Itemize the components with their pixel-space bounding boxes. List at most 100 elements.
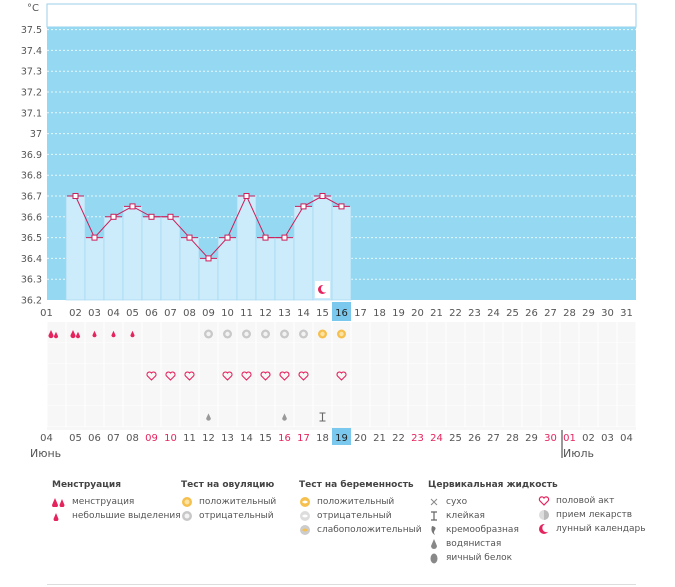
- temperature-bar[interactable]: [122, 206, 143, 301]
- day-label[interactable]: 04: [107, 308, 120, 319]
- day-label[interactable]: 02: [69, 308, 82, 319]
- temperature-point[interactable]: [129, 203, 136, 210]
- menstruation-light-icon[interactable]: [111, 330, 116, 338]
- temperature-point[interactable]: [262, 234, 269, 241]
- date-label[interactable]: 04: [620, 433, 633, 444]
- date-label[interactable]: 10: [164, 433, 177, 444]
- temperature-point[interactable]: [148, 213, 155, 220]
- date-label[interactable]: 19: [335, 433, 348, 444]
- date-label[interactable]: 12: [202, 433, 215, 444]
- menstruation-light-icon[interactable]: [92, 330, 97, 338]
- day-label[interactable]: 29: [582, 308, 595, 319]
- day-label[interactable]: 17: [354, 308, 367, 319]
- day-label[interactable]: 10: [221, 308, 234, 319]
- day-label[interactable]: 14: [297, 308, 310, 319]
- day-label[interactable]: 03: [88, 308, 101, 319]
- heart-icon[interactable]: [336, 371, 347, 381]
- menstruation-heavy-icon[interactable]: [53, 331, 59, 339]
- heart-icon[interactable]: [260, 371, 271, 381]
- date-label[interactable]: 03: [601, 433, 614, 444]
- watery-icon[interactable]: [282, 413, 287, 421]
- day-label[interactable]: 30: [601, 308, 614, 319]
- day-label[interactable]: 24: [487, 308, 500, 319]
- date-label[interactable]: 16: [278, 433, 291, 444]
- date-label[interactable]: 22: [392, 433, 405, 444]
- day-label[interactable]: 09: [202, 308, 215, 319]
- temperature-point[interactable]: [91, 234, 98, 241]
- day-label[interactable]: 27: [544, 308, 557, 319]
- sticky-icon[interactable]: [319, 412, 326, 422]
- day-label[interactable]: 26: [525, 308, 538, 319]
- temperature-point[interactable]: [319, 193, 326, 199]
- date-label[interactable]: 24: [430, 433, 443, 444]
- day-label[interactable]: 08: [183, 308, 196, 319]
- date-label[interactable]: 25: [449, 433, 462, 444]
- date-label[interactable]: 20: [354, 433, 367, 444]
- day-label[interactable]: 15: [316, 308, 329, 319]
- date-label[interactable]: 28: [506, 433, 519, 444]
- heart-icon[interactable]: [241, 371, 252, 381]
- temperature-bar[interactable]: [255, 237, 276, 301]
- date-label[interactable]: 04: [40, 433, 53, 444]
- temperature-bar[interactable]: [274, 237, 295, 301]
- date-label[interactable]: 17: [297, 433, 310, 444]
- date-label[interactable]: 18: [316, 433, 329, 444]
- temperature-point[interactable]: [186, 234, 193, 241]
- temperature-bar[interactable]: [103, 216, 124, 301]
- date-label[interactable]: 06: [88, 433, 101, 444]
- temperature-bar[interactable]: [84, 237, 105, 301]
- day-label[interactable]: 12: [259, 308, 272, 319]
- heart-icon[interactable]: [146, 371, 157, 381]
- temperature-bar[interactable]: [141, 216, 162, 301]
- date-label[interactable]: 08: [126, 433, 139, 444]
- date-label[interactable]: 13: [221, 433, 234, 444]
- day-label[interactable]: 22: [449, 308, 462, 319]
- date-label[interactable]: 02: [582, 433, 595, 444]
- date-label[interactable]: 26: [468, 433, 481, 444]
- menstruation-heavy-icon[interactable]: [70, 330, 76, 339]
- temperature-point[interactable]: [243, 193, 250, 199]
- day-label[interactable]: 20: [411, 308, 424, 319]
- day-label[interactable]: 19: [392, 308, 405, 319]
- day-label[interactable]: 28: [563, 308, 576, 319]
- watery-icon[interactable]: [206, 413, 211, 421]
- heart-icon[interactable]: [165, 371, 176, 381]
- date-label[interactable]: 21: [373, 433, 386, 444]
- menstruation-heavy-icon[interactable]: [48, 330, 54, 339]
- temperature-bar[interactable]: [179, 237, 200, 301]
- day-label[interactable]: 11: [240, 308, 253, 319]
- day-label[interactable]: 25: [506, 308, 519, 319]
- menstruation-light-icon[interactable]: [130, 330, 135, 338]
- day-label[interactable]: 05: [126, 308, 139, 319]
- date-label[interactable]: 27: [487, 433, 500, 444]
- heart-icon[interactable]: [298, 371, 309, 381]
- temperature-bar[interactable]: [160, 216, 181, 301]
- temperature-bar[interactable]: [293, 206, 314, 301]
- day-label[interactable]: 31: [620, 308, 633, 319]
- date-label[interactable]: 30: [544, 433, 557, 444]
- temperature-point[interactable]: [205, 255, 212, 262]
- temperature-point[interactable]: [281, 234, 288, 241]
- temperature-point[interactable]: [224, 234, 231, 241]
- date-label[interactable]: 07: [107, 433, 120, 444]
- day-label[interactable]: 23: [468, 308, 481, 319]
- temperature-bar[interactable]: [198, 258, 219, 301]
- day-label[interactable]: 01: [40, 308, 53, 319]
- date-label[interactable]: 14: [240, 433, 253, 444]
- heart-icon[interactable]: [222, 371, 233, 381]
- date-label[interactable]: 23: [411, 433, 424, 444]
- day-label[interactable]: 13: [278, 308, 291, 319]
- day-label[interactable]: 06: [145, 308, 158, 319]
- date-label[interactable]: 09: [145, 433, 158, 444]
- temperature-point[interactable]: [300, 203, 307, 210]
- temperature-bar[interactable]: [217, 237, 238, 301]
- date-label[interactable]: 29: [525, 433, 538, 444]
- heart-icon[interactable]: [279, 371, 290, 381]
- day-label[interactable]: 07: [164, 308, 177, 319]
- heart-icon[interactable]: [184, 371, 195, 381]
- menstruation-heavy-icon[interactable]: [75, 331, 81, 339]
- day-label[interactable]: 16: [335, 308, 348, 319]
- temperature-point[interactable]: [167, 213, 174, 220]
- date-label[interactable]: 01: [563, 433, 576, 444]
- temperature-bar[interactable]: [331, 206, 352, 301]
